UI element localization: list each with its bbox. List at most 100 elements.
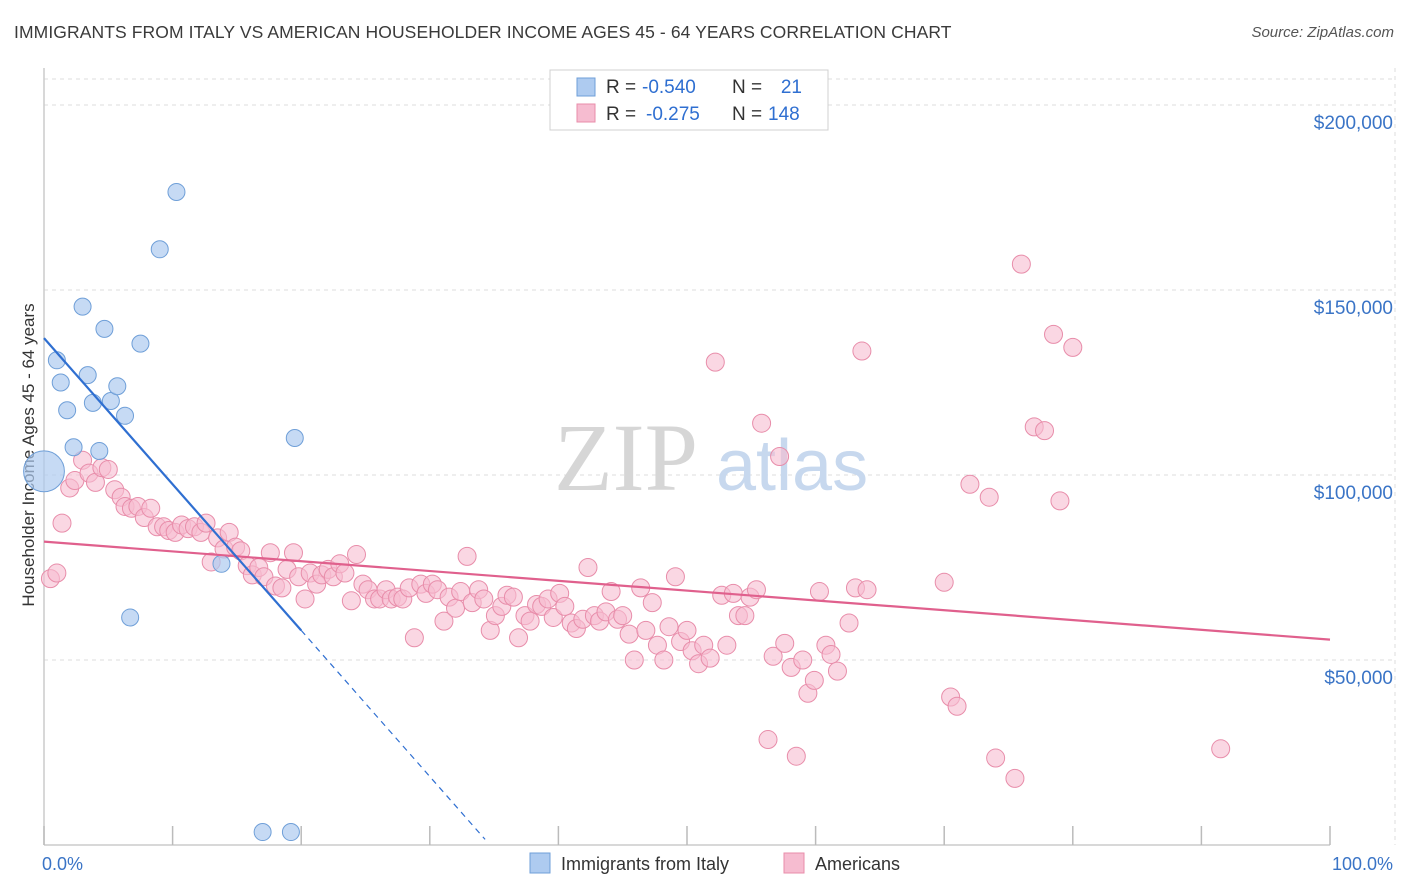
italy-point-11 — [108, 377, 127, 396]
american-point-127 — [786, 746, 806, 766]
american-point-143 — [979, 487, 999, 507]
american-point-106 — [665, 567, 685, 587]
american-point-115 — [717, 635, 737, 655]
italy-point-7 — [83, 393, 102, 412]
italy-point-15 — [150, 240, 169, 259]
american-point-85 — [543, 607, 563, 627]
american-point-73 — [474, 589, 494, 609]
american-point-104 — [654, 650, 674, 670]
americans-trend-line — [43, 540, 1331, 641]
italy-point-17 — [212, 554, 231, 573]
italy-point-4 — [64, 438, 83, 457]
american-point-122 — [758, 730, 778, 750]
italy-point-12 — [116, 406, 135, 425]
y-tick-label-3: $200,000 — [1314, 113, 1393, 134]
y-tick-label-1: $100,000 — [1314, 483, 1393, 504]
italy-point-2 — [51, 373, 70, 392]
american-point-146 — [1011, 254, 1031, 274]
italy-point-16 — [167, 182, 186, 201]
american-point-113 — [705, 352, 725, 372]
american-point-95 — [601, 582, 621, 602]
american-point-144 — [986, 748, 1006, 768]
italy-point-3 — [58, 401, 77, 420]
american-point-112 — [700, 648, 720, 668]
italy-point-6 — [78, 366, 97, 385]
italy-trend-line — [43, 337, 303, 632]
series-legend: Immigrants from Italy Americans — [529, 852, 900, 874]
american-point-105 — [659, 617, 679, 637]
legend-swatch-italy — [576, 77, 596, 97]
american-point-108 — [677, 620, 697, 640]
american-point-101 — [636, 620, 656, 640]
italy-point-0 — [23, 450, 65, 493]
american-point-135 — [839, 613, 859, 633]
italy-point-18 — [253, 823, 272, 842]
american-point-141 — [947, 696, 967, 716]
american-point-134 — [827, 661, 847, 681]
american-point-79 — [509, 628, 529, 648]
american-point-151 — [1063, 337, 1083, 357]
american-point-123 — [763, 646, 783, 666]
legend-r-label-italy: R = — [606, 77, 636, 98]
american-point-61 — [404, 628, 424, 648]
american-point-51 — [346, 545, 366, 565]
legend-n-label-americans: N = — [732, 104, 762, 125]
legend-box — [549, 69, 829, 131]
legend-n-label-italy: N = — [732, 77, 762, 98]
american-point-66 — [434, 611, 454, 631]
american-point-97 — [613, 606, 633, 626]
american-point-148 — [1035, 421, 1055, 441]
y-tick-label-2: $150,000 — [1314, 298, 1393, 319]
x-tick-label-min: 0.0% — [42, 854, 83, 874]
italy-point-10 — [101, 392, 120, 410]
american-point-40 — [283, 543, 303, 563]
american-point-145 — [1005, 768, 1025, 788]
watermark-atlas: atlas — [716, 426, 868, 506]
american-point-142 — [960, 474, 980, 494]
source-credit: Source: ZipAtlas.com — [1251, 24, 1394, 41]
american-point-139 — [934, 572, 954, 592]
american-point-130 — [804, 670, 824, 690]
american-point-131 — [809, 582, 829, 602]
american-point-16 — [141, 498, 161, 518]
american-point-118 — [735, 606, 755, 626]
american-point-128 — [793, 650, 813, 670]
legend-r-label-americans: R = — [606, 104, 636, 125]
legend-n-value-italy: 21 — [781, 77, 802, 98]
trend-lines — [43, 337, 1331, 840]
italy-point-13 — [121, 608, 140, 627]
italy-point-5 — [73, 297, 92, 316]
bottom-legend-swatch-americans — [783, 852, 805, 874]
american-point-36 — [260, 543, 280, 563]
american-point-133 — [821, 644, 841, 664]
legend-r-value-italy: -0.540 — [642, 77, 696, 98]
correlation-legend: R = -0.540 N = 21 R = -0.275 N = 148 — [549, 69, 829, 131]
american-point-38 — [272, 578, 292, 598]
italy-trend-extension — [300, 630, 486, 840]
y-tick-labels: $50,000 $100,000 $150,000 $200,000 — [1314, 113, 1393, 689]
legend-r-value-americans: -0.275 — [646, 104, 700, 125]
american-point-125 — [775, 633, 795, 653]
american-point-137 — [852, 341, 872, 361]
american-point-50 — [341, 591, 361, 611]
american-point-78 — [503, 587, 523, 607]
italy-point-14 — [131, 334, 150, 353]
y-tick-label-0: $50,000 — [1324, 668, 1393, 689]
american-point-70 — [457, 546, 477, 566]
american-point-9 — [98, 459, 118, 479]
chart-title: IMMIGRANTS FROM ITALY VS AMERICAN HOUSEH… — [14, 22, 952, 42]
italy-point-19 — [281, 823, 300, 842]
bottom-legend-label-americans: Americans — [815, 854, 900, 874]
american-point-150 — [1050, 491, 1070, 511]
american-point-121 — [752, 413, 772, 433]
watermark-zip: ZIP — [554, 404, 698, 511]
american-point-120 — [746, 580, 766, 600]
american-point-1 — [47, 563, 67, 583]
american-point-49 — [335, 563, 355, 583]
american-point-2 — [52, 513, 72, 533]
american-point-124 — [770, 447, 790, 466]
american-point-138 — [857, 580, 877, 600]
italy-point-20 — [285, 429, 304, 447]
axes — [43, 68, 1331, 846]
